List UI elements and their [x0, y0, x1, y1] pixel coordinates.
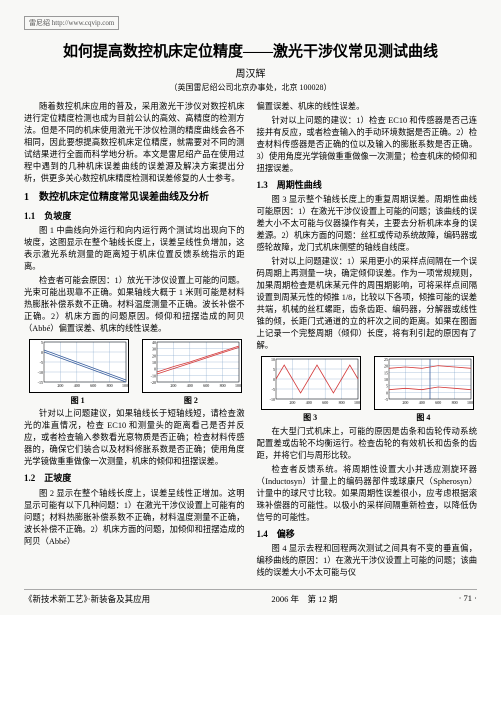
svg-text:200: 200 [57, 383, 63, 388]
svg-text:0: 0 [273, 377, 275, 382]
svg-text:400: 400 [306, 400, 312, 405]
svg-text:-5: -5 [39, 360, 42, 365]
figure-row-1: -15-10-5052004006008001000 图 1 -20-10010… [24, 339, 245, 407]
svg-text:400: 400 [419, 400, 425, 405]
figure-3-caption: 图 3 [261, 412, 359, 424]
svg-text:800: 800 [452, 400, 458, 405]
figure-row-2: -10-505102004006008001000 图 3 -505101520… [257, 356, 478, 424]
figure-4-caption: 图 4 [374, 412, 472, 424]
footer-page: · 71 · [459, 593, 477, 605]
svg-text:600: 600 [322, 400, 328, 405]
footer-issue: 2006 年 第 12 期 [271, 593, 337, 605]
para-r1: 针对以上问题的建议：1）检查 EC10 和传感器是否己连接并有反应，或者检查输入… [257, 115, 478, 175]
figure-1: -15 -10 -5 0 5 200 400 600 800 1000 图 1 [29, 339, 127, 407]
article-author: 周汉辉 [24, 65, 477, 80]
svg-text:5: 5 [386, 384, 388, 389]
svg-text:0: 0 [41, 350, 43, 355]
article-affiliation: （英国雷尼绍公司北京办事处，北京 100028） [24, 82, 477, 93]
svg-text:600: 600 [90, 383, 96, 388]
svg-text:400: 400 [73, 383, 79, 388]
svg-text:600: 600 [203, 383, 209, 388]
section-1-heading: 1 数控机床定位精度常见误差曲线及分析 [24, 191, 245, 206]
section-1-1-heading: 1.1 负坡度 [24, 210, 245, 223]
svg-text:-20: -20 [151, 380, 156, 385]
para-1-3a: 图 3 显示整个轴线长度上的重复周期误差。周期性曲线可能原因：1）在激光干涉仪设… [257, 194, 478, 254]
svg-text:-10: -10 [270, 397, 275, 402]
para-1-4a: 图 4 显示去程和回程两次测试之间具有不变的垂直偏，编移曲线的原因：1）在激光干… [257, 543, 478, 579]
svg-text:-15: -15 [37, 380, 42, 385]
figure-2: -20 -10 010 20 3040 200 400 600 800 1000 图 2 [142, 339, 240, 407]
svg-text:600: 600 [436, 400, 442, 405]
footer-journal: 《新技术新工艺》·新装备及其应用 [24, 593, 150, 605]
svg-text:10: 10 [152, 360, 156, 365]
source-url: 雷尼绍 http://www.cqvip.com [24, 16, 119, 30]
svg-text:1000: 1000 [467, 400, 474, 405]
svg-text:400: 400 [187, 383, 193, 388]
svg-text:1000: 1000 [235, 383, 242, 388]
svg-text:5: 5 [273, 367, 275, 372]
intro-paragraph: 随着数控机床应用的普及，采用激光干涉仪对数控机床进行定位精度检测也成为目前公认的… [24, 101, 245, 185]
svg-text:0: 0 [154, 366, 156, 371]
right-column: 偏置误差、机床的线性误差。 针对以上问题的建议：1）检查 EC10 和传感器是否… [257, 101, 478, 581]
figure-3: -10 -5 0 5 10 200 400 600 800 1000 图 3 [261, 356, 359, 424]
section-1-4-heading: 1.4 偏移 [257, 528, 478, 541]
para-1-3b: 针对以上问题建议：1）采用更小的采样点间隔在一个误码周期上再测量一块，确定倾仰误… [257, 256, 478, 352]
section-1-3-heading: 1.3 周期性曲线 [257, 179, 478, 192]
svg-text:800: 800 [106, 383, 112, 388]
para-1-3d: 检查者反馈系统。将周期性设置大小并透应测旋环器（Inductosyn）计量上的编… [257, 464, 478, 524]
svg-text:10: 10 [384, 377, 388, 382]
svg-text:200: 200 [403, 400, 409, 405]
svg-text:25: 25 [384, 357, 388, 362]
text-columns: 随着数控机床应用的普及，采用激光干涉仪对数控机床进行定位精度检测也成为目前公认的… [24, 101, 477, 581]
svg-text:800: 800 [219, 383, 225, 388]
figure-1-caption: 图 1 [29, 395, 127, 407]
section-1-2-heading: 1.2 正坡度 [24, 472, 245, 485]
svg-text:20: 20 [152, 353, 156, 358]
svg-text:-5: -5 [385, 397, 388, 402]
para-1-1c: 针对以上问题建议，如果轴线长于短轴线短，请检查激光的准直情况，检查 EC10 和… [24, 408, 245, 468]
svg-text:20: 20 [384, 364, 388, 369]
right-cont: 偏置误差、机床的线性误差。 [257, 101, 478, 113]
svg-text:-10: -10 [151, 373, 156, 378]
svg-text:40: 40 [152, 340, 156, 345]
para-1-2a: 图 2 显示在整个轴线长度上，误差呈线性正增加。这明显示可能有以下几种问题：1）… [24, 488, 245, 548]
svg-text:30: 30 [152, 346, 156, 351]
para-1-3c: 在大型门式机床上，可能的原因是齿条和齿轮传动系统配置差或齿轮不均衡运行。检查齿轮… [257, 426, 478, 462]
svg-text:5: 5 [41, 340, 43, 345]
svg-text:0: 0 [386, 391, 388, 396]
svg-text:200: 200 [290, 400, 296, 405]
left-column: 随着数控机床应用的普及，采用激光干涉仪对数控机床进行定位精度检测也成为目前公认的… [24, 101, 245, 581]
svg-text:-5: -5 [272, 387, 275, 392]
para-1-1b: 检查者可能会原因：1）放光干涉仪设置上可能的问题。光束可能出现靠不正确。如果轴线… [24, 275, 245, 335]
svg-text:-10: -10 [37, 370, 42, 375]
svg-text:15: 15 [384, 371, 388, 376]
page-footer: 《新技术新工艺》·新装备及其应用 2006 年 第 12 期 · 71 · [24, 589, 477, 605]
svg-text:1000: 1000 [122, 383, 129, 388]
para-1-1a: 图 1 中曲线向外运行和向内运行两个测试均出现向下的坡度，这图显示在整个轴线长度… [24, 225, 245, 273]
svg-text:800: 800 [339, 400, 345, 405]
figure-2-caption: 图 2 [142, 395, 240, 407]
svg-text:1000: 1000 [354, 400, 361, 405]
svg-text:10: 10 [271, 357, 275, 362]
svg-text:200: 200 [170, 383, 176, 388]
figure-4: -505101520252004006008001000 图 4 [374, 356, 472, 424]
article-title: 如何提高数控机床定位精度——激光干涉仪常见测试曲线 [24, 40, 477, 61]
page-root: 雷尼绍 http://www.cqvip.com 如何提高数控机床定位精度——激… [0, 0, 501, 615]
